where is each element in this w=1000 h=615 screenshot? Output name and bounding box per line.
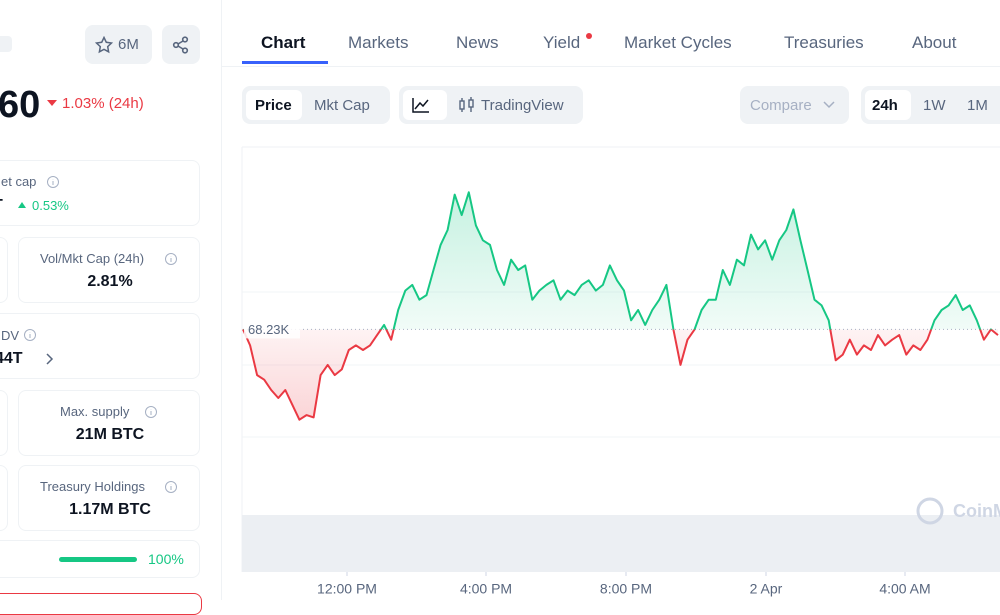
baseline-label-bg <box>244 320 300 339</box>
stat-card: DV 44T <box>0 313 200 379</box>
baseline-label: 68.23K <box>248 322 290 337</box>
progress-text: 100% <box>148 551 184 567</box>
tab[interactable]: Yield <box>543 33 581 52</box>
range-toggle: 24h 1W 1M <box>861 86 1000 124</box>
info-icon <box>165 481 177 493</box>
stat-value: T <box>0 197 3 215</box>
stat-card: Treasury Holdings 1.17M BTC <box>18 465 200 531</box>
active-option <box>865 90 911 120</box>
option[interactable]: 1M <box>967 97 988 114</box>
chevron-icon <box>46 353 54 365</box>
stat-value: 44T <box>0 350 23 367</box>
watermark-text: CoinMarketCap <box>953 501 1000 521</box>
watch-count: 6M <box>118 36 139 53</box>
info-icon <box>145 406 157 418</box>
up-arrow <box>18 202 26 208</box>
price-chart: CoinMarketCap 68.23K 12:00 PM 4:00 PM 8:00 … <box>241 146 1000 597</box>
tab[interactable]: Market Cycles <box>624 33 732 52</box>
stat-card: Vol/Mkt Cap (24h) 2.81% <box>18 237 200 303</box>
stat-change: 0.53% <box>32 198 69 213</box>
tab[interactable]: About <box>912 33 957 52</box>
x-tick-label: 4:00 PM <box>460 581 512 597</box>
tab[interactable]: News <box>456 33 499 52</box>
x-tick-label: 8:00 PM <box>600 581 652 597</box>
stat-label: Treasury Holdings <box>40 479 146 494</box>
badge <box>0 36 12 52</box>
tab-underline <box>242 61 328 64</box>
chevron-icon <box>823 101 835 109</box>
compare-button[interactable]: Compare <box>740 86 849 124</box>
price-area <box>243 192 998 420</box>
share-button[interactable] <box>162 25 200 64</box>
tab-bar: Chart Markets News Yield Market Cycles T… <box>222 0 1000 67</box>
option[interactable]: 24h <box>872 97 898 114</box>
price: 60 <box>0 84 41 126</box>
info-icon <box>47 176 59 188</box>
x-tick-label: 12:00 PM <box>317 581 377 597</box>
info-icon <box>24 329 36 341</box>
compare-label: Compare <box>750 97 812 114</box>
stat-label: Vol/Mkt Cap (24h) <box>40 251 145 266</box>
notification-dot <box>586 33 592 39</box>
stat-value: 1.17M BTC <box>69 501 151 518</box>
left-panel: 6M 60 1.03% (24h) et cap T 0.53% Vol/Mkt… <box>0 0 222 615</box>
option[interactable]: 1W <box>923 97 946 114</box>
volume-area <box>242 515 1000 572</box>
watermark: CoinMarketCap <box>916 497 1000 525</box>
down-arrow <box>47 100 57 106</box>
tab[interactable]: Markets <box>348 33 409 52</box>
progress-card: 100% <box>0 540 200 578</box>
stat-value: 2.81% <box>87 273 133 290</box>
tab[interactable]: Chart <box>261 33 306 52</box>
chart-type-toggle: TradingView <box>399 86 583 124</box>
star-icon <box>95 36 113 54</box>
active-option <box>246 90 302 120</box>
line-icon <box>412 98 429 113</box>
price-line <box>242 191 999 421</box>
candle-icon <box>459 97 474 112</box>
share-icon <box>172 36 189 54</box>
progress-bar <box>59 557 137 562</box>
stat-card: et cap T 0.53% <box>0 160 200 226</box>
stat-label: et cap <box>1 174 37 189</box>
info-icon <box>165 253 177 265</box>
stat-card: Max. supply 21M BTC <box>18 390 200 456</box>
stat-label: Max. supply <box>60 404 130 419</box>
option[interactable]: Price <box>255 97 292 114</box>
stat-label: DV <box>1 328 20 343</box>
x-tick-label: 2 Apr <box>750 581 783 597</box>
stat-value: 21M BTC <box>75 426 145 443</box>
watchlist-button[interactable]: 6M <box>85 25 152 64</box>
tab[interactable]: Treasuries <box>784 33 864 52</box>
metric-toggle: Price Mkt Cap <box>242 86 390 124</box>
option[interactable]: TradingView <box>481 97 564 114</box>
active-option[interactable] <box>403 90 447 120</box>
option[interactable]: Mkt Cap <box>314 97 370 114</box>
price-change: 1.03% (24h) <box>62 95 144 112</box>
x-tick-label: 4:00 AM <box>879 581 930 597</box>
